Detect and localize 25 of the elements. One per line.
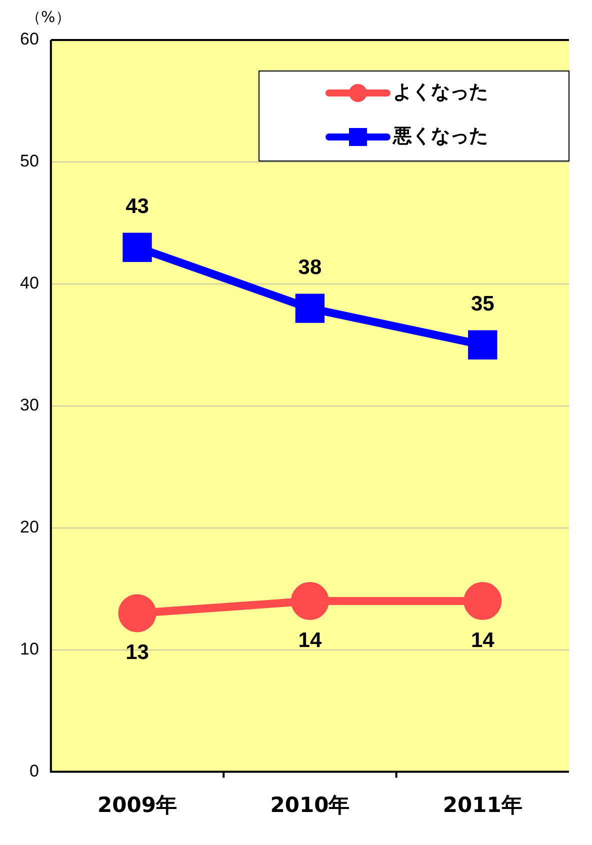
data-label: 14: [298, 628, 322, 652]
x-tick-label: 2010年: [270, 792, 350, 817]
point: [464, 582, 502, 620]
x-tick-label: 2011年: [442, 792, 522, 817]
y-tick-label: 30: [20, 396, 39, 415]
point: [118, 594, 156, 632]
data-label: 35: [470, 292, 495, 316]
point: [290, 582, 329, 620]
y-tick-label: 10: [20, 640, 39, 659]
y-axis-title: （%）: [26, 8, 70, 27]
y-tick-label: 50: [20, 152, 39, 171]
y-tick-label: 60: [20, 30, 39, 49]
point: [122, 232, 152, 262]
data-label: 43: [126, 195, 149, 218]
legend-label: よくなった: [393, 80, 488, 103]
data-label: 14: [470, 628, 495, 652]
data-label: 38: [298, 256, 322, 280]
point: [295, 294, 325, 323]
y-tick-label: 40: [20, 274, 39, 293]
point: [468, 330, 498, 360]
data-label: 13: [126, 641, 149, 664]
y-tick-label: 0: [29, 761, 39, 780]
legend-label: 悪くなった: [392, 124, 488, 147]
y-tick-label: 20: [20, 518, 39, 537]
x-tick-label: 2009年: [98, 792, 177, 817]
